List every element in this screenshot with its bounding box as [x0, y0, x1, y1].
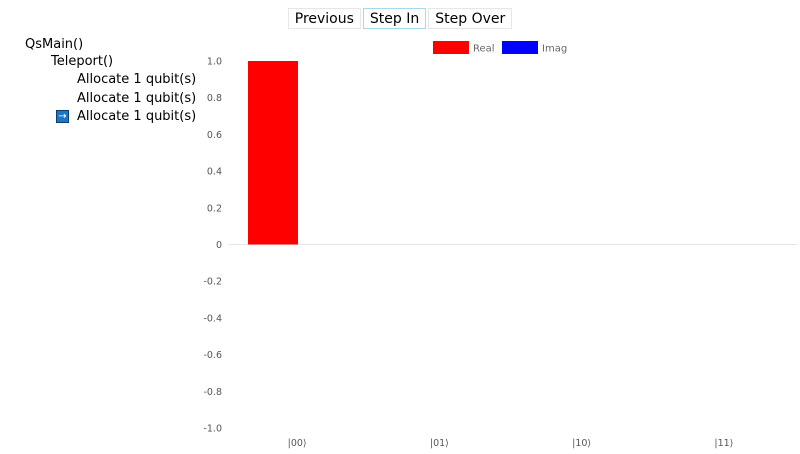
x-axis: |00⟩ |01⟩ |10⟩ |11⟩ [288, 438, 734, 449]
tree-item-allocate-2[interactable]: Allocate 1 qubit(s) [77, 91, 197, 106]
bar-real-0[interactable] [248, 61, 298, 245]
legend-label-imag[interactable]: Imag [542, 44, 567, 55]
legend-label-real[interactable]: Real [473, 44, 495, 55]
step-over-button[interactable]: Step Over [428, 8, 513, 29]
tree-item-qsmain[interactable]: QsMain() [25, 37, 84, 52]
y-tick-label: -1.0 [203, 424, 222, 435]
legend-swatch-imag[interactable] [502, 41, 538, 54]
y-tick-label: 0.4 [207, 167, 222, 178]
tree-item-allocate-3[interactable]: Allocate 1 qubit(s) [77, 109, 197, 124]
y-tick-label: -0.6 [203, 350, 222, 361]
step-in-button[interactable]: Step In [362, 8, 427, 29]
tree-item-teleport[interactable]: Teleport() [51, 54, 114, 69]
y-tick-label: -0.2 [203, 277, 222, 288]
bars [248, 61, 298, 245]
x-tick-label: |10⟩ [572, 438, 591, 449]
y-tick-label: 0.2 [207, 203, 222, 214]
x-tick-label: |00⟩ [288, 438, 307, 449]
chart-legend: Real Imag [433, 41, 567, 55]
previous-button[interactable]: Previous [287, 8, 361, 29]
right-arrow-icon: → [56, 110, 69, 123]
y-tick-label: 0.8 [207, 93, 222, 104]
y-tick-label: 0.6 [207, 130, 222, 141]
legend-swatch-real[interactable] [433, 41, 469, 54]
y-tick-label: -0.8 [203, 387, 222, 398]
x-tick-label: |11⟩ [714, 438, 733, 449]
y-axis: 1.0 0.8 0.6 0.4 0.2 0 -0.2 -0.4 -0.6 -0.8 -1.0 [203, 57, 797, 435]
y-tick-label: 1.0 [207, 57, 222, 68]
tree-item-allocate-1[interactable]: Allocate 1 qubit(s) [77, 72, 197, 87]
x-tick-label: |01⟩ [430, 438, 449, 449]
y-tick-label: 0 [216, 240, 222, 251]
debug-toolbar: Previous Step In Step Over [0, 8, 800, 29]
y-tick-label: -0.4 [203, 313, 222, 324]
